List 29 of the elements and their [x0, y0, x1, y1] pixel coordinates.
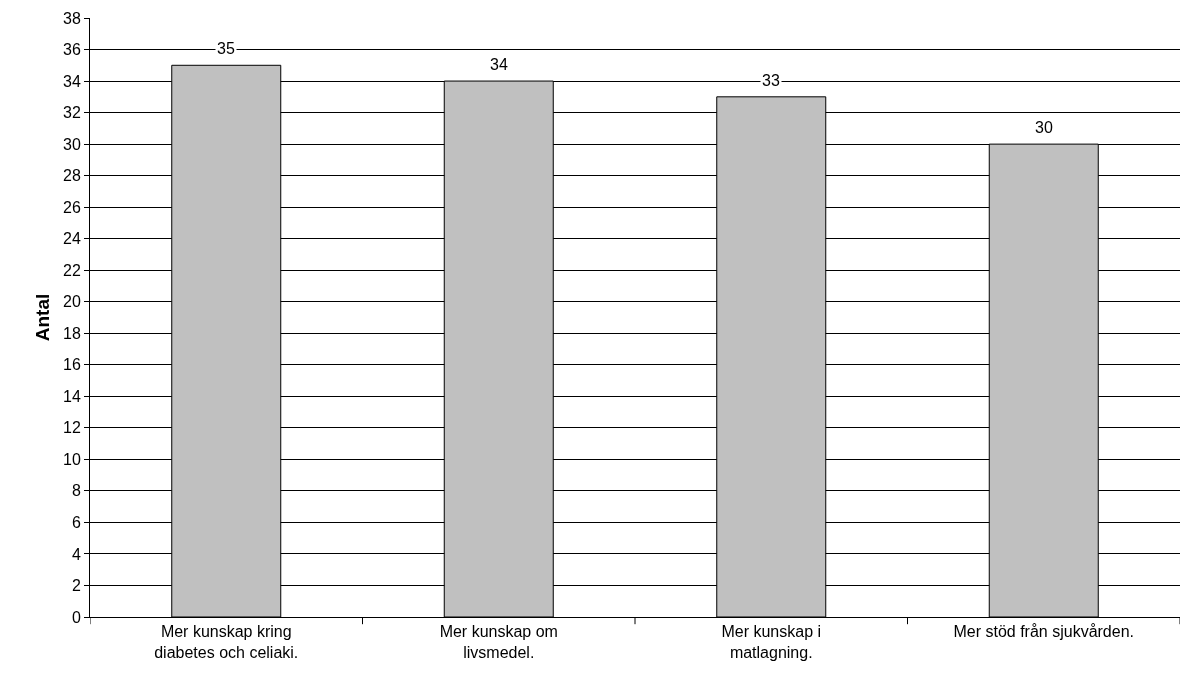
y-tick-label: 18 [63, 324, 81, 342]
y-tick-label: 0 [71, 608, 81, 626]
y-tick-label: 34 [63, 72, 81, 90]
y-tick-label: 2 [71, 577, 81, 595]
x-tick-label: Mer kunskap om livsmedel. [439, 623, 558, 661]
y-axis-title: Antal [31, 293, 53, 342]
y-tick-label: 26 [63, 198, 81, 216]
x-tick-label: Mer kunskap kring diabetes och celiaki. [154, 623, 299, 661]
y-tick-label: 22 [63, 261, 81, 279]
y-tick-label: 10 [63, 450, 81, 468]
y-tick-label: 36 [63, 41, 81, 59]
y-tick-label: 30 [63, 135, 81, 153]
y-tick-label: 32 [63, 104, 81, 122]
y-tick-label: 20 [63, 293, 81, 311]
y-tick-label: 14 [63, 387, 81, 405]
y-tick-label: 16 [63, 356, 81, 374]
data-label: 35 [217, 40, 235, 57]
y-tick-label: 6 [71, 514, 81, 532]
data-label: 33 [762, 72, 780, 89]
y-tick-label: 12 [63, 419, 81, 437]
y-tick-label: 28 [63, 167, 81, 185]
data-label: 34 [490, 56, 508, 73]
x-tick-label: Mer kunskap i matlagning. [721, 623, 822, 661]
y-tick-label: 4 [71, 545, 81, 563]
x-tick-label: Mer stöd från sjukvården. [953, 623, 1135, 641]
data-label: 30 [1035, 119, 1053, 136]
y-tick-label: 24 [63, 230, 81, 248]
y-tick-label: 38 [63, 9, 81, 27]
y-tick-label: 8 [71, 482, 81, 500]
